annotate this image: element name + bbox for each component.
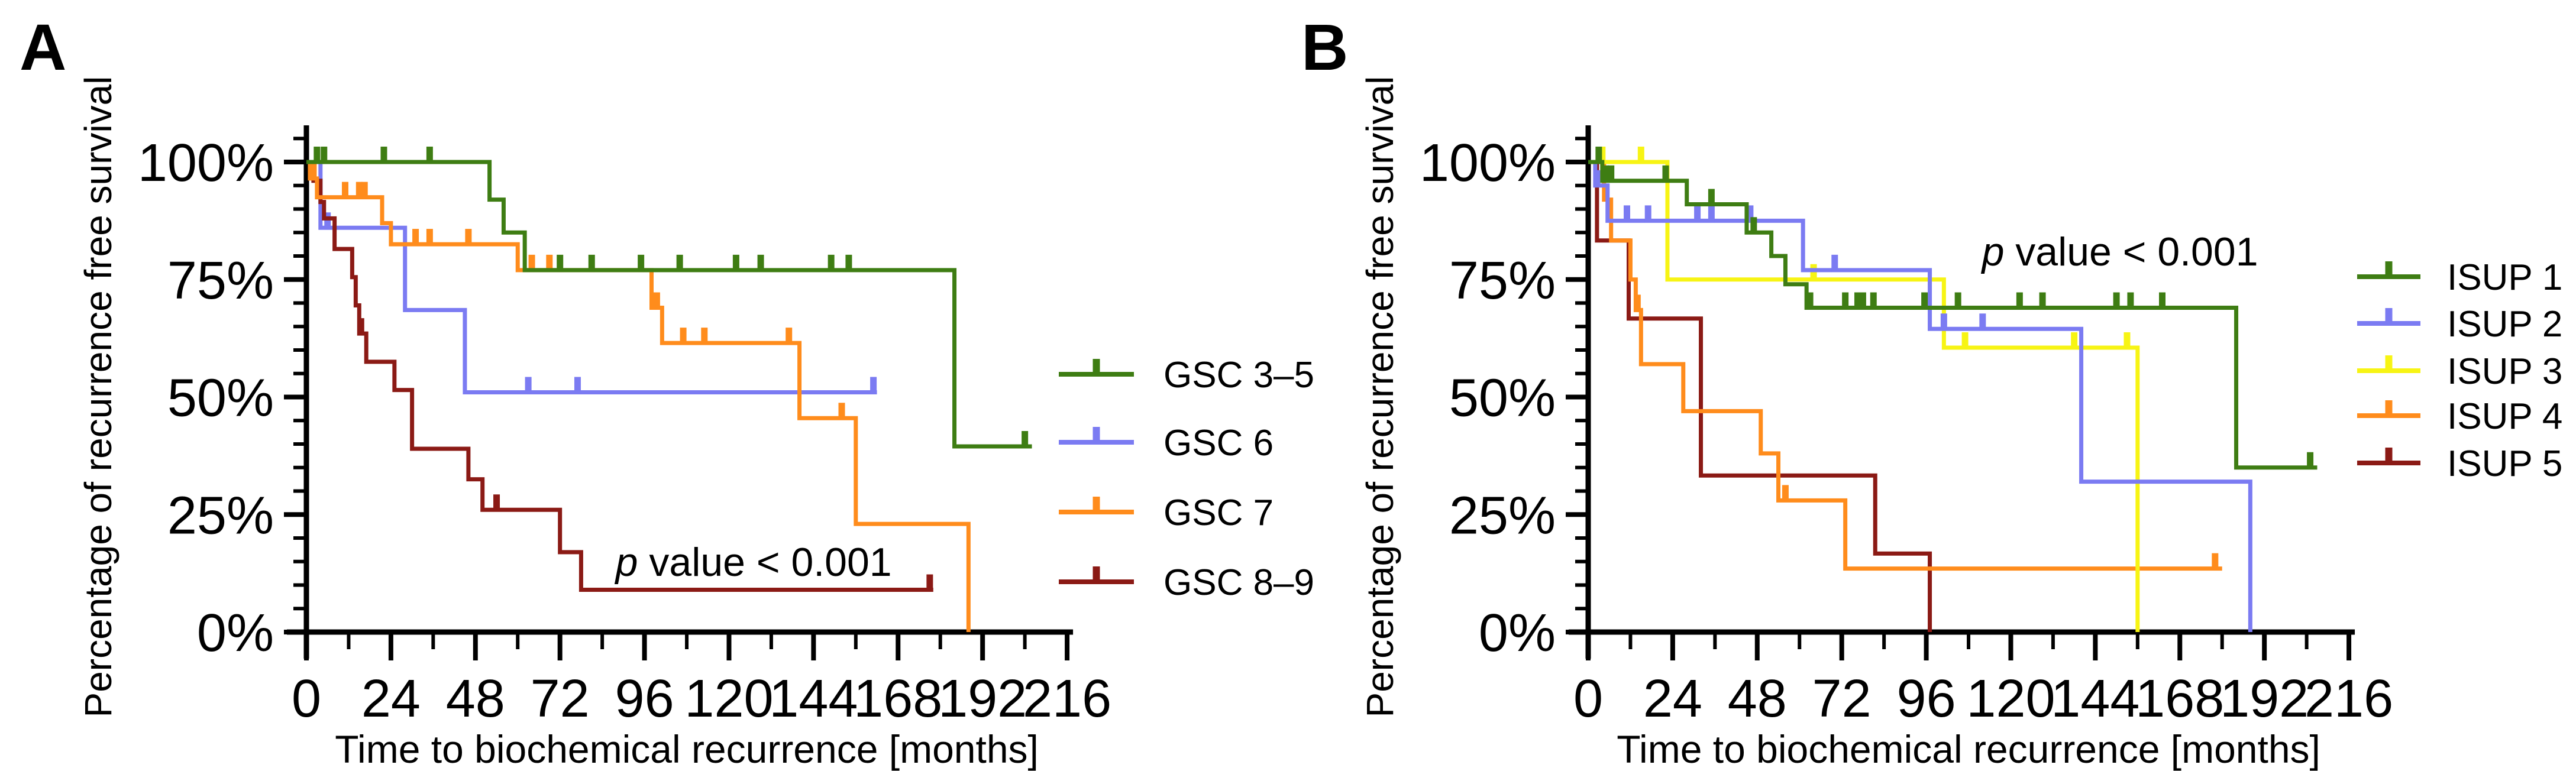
series-B-2 xyxy=(1588,147,2140,632)
legend-label: ISUP 2 xyxy=(2447,304,2562,345)
y-axis-title: Percentage of recurrence free survival xyxy=(1359,76,1401,718)
x-tick-label: 0 xyxy=(1573,669,1603,728)
p-value-annotation: p value < 0.001 xyxy=(1981,229,2258,274)
x-tick-label: 192 xyxy=(938,669,1027,728)
y-tick-label: 100% xyxy=(138,134,274,193)
x-tick-label: 0 xyxy=(292,669,321,728)
series-B-1 xyxy=(1588,160,2222,571)
survival-step-line xyxy=(1588,160,1932,632)
x-tick-label: 96 xyxy=(615,669,674,728)
x-tick-label: 168 xyxy=(2135,669,2224,728)
x-tick-label: 120 xyxy=(684,669,773,728)
series-B-4 xyxy=(1588,147,2318,470)
survival-step-line xyxy=(306,160,1032,449)
legend-label: ISUP 1 xyxy=(2447,257,2562,298)
legend-label: GSC 6 xyxy=(1163,423,1274,464)
p-value-italic-p: p xyxy=(1981,229,2005,274)
x-tick-label: 24 xyxy=(1643,669,1702,728)
x-axis-title: Time to biochemical recurrence [months] xyxy=(1617,727,2320,771)
p-value-annotation: p value < 0.001 xyxy=(615,540,892,585)
legend-item-A-2: GSC 7 xyxy=(1059,493,1274,533)
series-B-3 xyxy=(1588,160,2252,632)
legend-item-B-2: ISUP 3 xyxy=(2357,351,2562,392)
panel-A: 0% 25% 50% 75% 100% 0 24 48 72 96 120144168192216T… xyxy=(20,11,1314,771)
x-tick-label: 96 xyxy=(1897,669,1956,728)
y-tick-label: 0% xyxy=(197,604,274,663)
x-axis-title: Time to biochemical recurrence [months] xyxy=(335,727,1039,771)
y-tick-label: 50% xyxy=(167,369,274,428)
x-tick-label: 120 xyxy=(1966,669,2055,728)
legend-label: ISUP 5 xyxy=(2447,443,2562,484)
x-tick-label: 144 xyxy=(2051,669,2139,728)
x-tick-label: 72 xyxy=(1812,669,1872,728)
panel-B: 0% 25% 50% 75% 100% 0 24 48 72 96 120144168192216T… xyxy=(1301,11,2562,771)
panel-letter: A xyxy=(20,11,66,84)
legend-item-A-3: GSC 8–9 xyxy=(1059,562,1314,603)
p-value-rest: value < 0.001 xyxy=(638,540,892,585)
y-tick-label: 50% xyxy=(1449,369,1556,428)
x-tick-label: 48 xyxy=(1728,669,1787,728)
x-tick-label: 216 xyxy=(2304,669,2393,728)
survival-step-line xyxy=(306,160,971,632)
legend-label: GSC 3–5 xyxy=(1163,355,1314,396)
survival-step-line xyxy=(306,160,877,395)
legend-A: GSC 3–5 GSC 6 GSC 7 GSC 8–9 xyxy=(1059,355,1314,603)
survival-step-line xyxy=(1588,160,2140,632)
x-tick-label: 216 xyxy=(1023,669,1111,728)
y-tick-label: 0% xyxy=(1479,604,1556,663)
x-tick-label: 144 xyxy=(769,669,858,728)
y-axis-title: Percentage of recurrence free survival xyxy=(77,76,119,718)
p-value-rest: value < 0.001 xyxy=(2004,229,2258,274)
x-tick-label: 24 xyxy=(361,669,421,728)
series-A-0 xyxy=(306,160,877,395)
survival-step-line xyxy=(1588,160,2222,571)
legend-label: GSC 8–9 xyxy=(1163,562,1314,603)
legend-item-A-0: GSC 3–5 xyxy=(1059,355,1314,396)
legend-label: ISUP 3 xyxy=(2447,351,2562,392)
x-tick-label: 192 xyxy=(2220,669,2309,728)
x-tick-label: 168 xyxy=(854,669,942,728)
legend-label: GSC 7 xyxy=(1163,493,1274,533)
legend-item-B-0: ISUP 1 xyxy=(2357,257,2562,298)
y-tick-label: 25% xyxy=(1449,486,1556,545)
legend-item-A-1: GSC 6 xyxy=(1059,423,1274,464)
legend-item-B-3: ISUP 4 xyxy=(2357,396,2562,437)
x-tick-label: 48 xyxy=(446,669,505,728)
series-B-0 xyxy=(1588,160,1932,632)
y-tick-label: 25% xyxy=(167,486,274,545)
x-tick-label: 72 xyxy=(531,669,590,728)
panel-letter: B xyxy=(1301,11,1348,84)
series-A-1 xyxy=(306,160,933,592)
series-A-3 xyxy=(306,147,1032,449)
legend-label: ISUP 4 xyxy=(2447,396,2562,437)
p-value-italic-p: p xyxy=(615,540,638,585)
y-tick-label: 100% xyxy=(1420,134,1556,193)
y-tick-label: 75% xyxy=(167,251,274,310)
y-tick-label: 75% xyxy=(1449,251,1556,310)
legend-item-B-4: ISUP 5 xyxy=(2357,443,2562,484)
legend-item-B-1: ISUP 2 xyxy=(2357,304,2562,345)
